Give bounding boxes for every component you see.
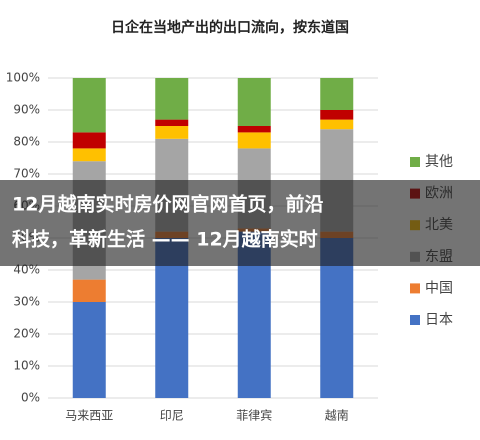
y-tick-label: 10%: [13, 359, 40, 373]
overlay-band: [0, 180, 480, 266]
bar-segment: [72, 302, 106, 398]
bar-segment: [72, 78, 106, 133]
y-tick-label: 20%: [13, 327, 40, 341]
x-tick-label: 菲律宾: [236, 408, 272, 423]
chart-title: 日企在当地产出的出口流向，按东道国: [111, 19, 349, 36]
legend-swatch: [410, 157, 420, 167]
legend-swatch: [410, 315, 420, 325]
legend-label: 日本: [425, 312, 453, 328]
overlay-text: 12月越南实时房价网官网首页，前沿: [12, 193, 323, 216]
bar-segment: [237, 126, 271, 133]
bar-segment: [237, 132, 271, 149]
bar-segment: [155, 126, 189, 139]
y-tick-label: 100%: [6, 71, 40, 85]
y-tick-label: 90%: [13, 103, 40, 117]
legend-swatch: [410, 283, 420, 294]
x-tick-label: 越南: [325, 408, 349, 423]
overlay-text: 科技，革新生活 —— 12月越南实时: [12, 228, 318, 251]
bar-segment: [155, 119, 189, 126]
overlay: 12月越南实时房价网官网首页，前沿 科技，革新生活 —— 12月越南实时: [0, 180, 480, 266]
bar-segment: [237, 78, 271, 126]
y-tick-label: 70%: [13, 167, 40, 181]
bar-segment: [155, 78, 189, 120]
y-tick-label: 80%: [13, 135, 40, 149]
bar-segment: [320, 78, 354, 110]
y-tick-label: 0%: [21, 391, 40, 405]
bar-segment: [72, 148, 106, 162]
bar-segment: [72, 279, 106, 302]
x-tick-label: 印尼: [160, 409, 184, 423]
legend-label: 中国: [425, 280, 453, 296]
bar-segment: [72, 132, 106, 149]
y-tick-label: 30%: [13, 295, 40, 309]
bar-segment: [320, 110, 354, 120]
legend-label: 其他: [425, 154, 453, 170]
x-tick-label: 马来西亚: [65, 409, 113, 423]
bar-segment: [320, 119, 354, 130]
